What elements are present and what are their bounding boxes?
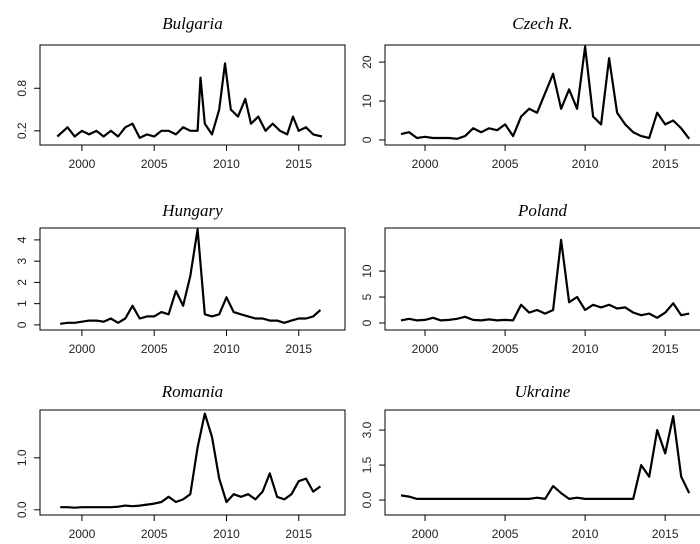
plot-box <box>39 409 346 516</box>
x-tick-label: 2010 <box>572 527 599 541</box>
y-tick-label: 3.0 <box>360 421 374 438</box>
plot-box <box>384 227 700 331</box>
y-tick-label: 0 <box>360 319 374 326</box>
y-tick-label: 10 <box>360 94 374 108</box>
data-line <box>60 412 322 509</box>
x-tick-label: 2015 <box>652 527 679 541</box>
plot-box <box>384 44 700 146</box>
y-tick-label: 2 <box>15 279 29 286</box>
data-line <box>56 62 323 139</box>
y-tick-label: 0.2 <box>15 122 29 139</box>
data-line <box>60 228 322 325</box>
x-tick-label: 2010 <box>213 527 240 541</box>
y-tick-label: 1 <box>15 300 29 307</box>
x-tick-label: 2010 <box>213 157 240 171</box>
data-line <box>400 415 691 500</box>
x-tick-label: 2005 <box>141 527 168 541</box>
y-tick-label: 0.8 <box>15 80 29 97</box>
x-tick-label: 2000 <box>412 157 439 171</box>
x-tick-label: 2005 <box>492 157 519 171</box>
y-tick-label: 0 <box>15 321 29 328</box>
panel-title: Hungary <box>161 201 223 220</box>
x-tick-label: 2015 <box>285 342 312 356</box>
y-tick-label: 3 <box>15 257 29 264</box>
panel-title: Romania <box>161 382 223 401</box>
plot-box <box>384 409 700 516</box>
y-tick-label: 4 <box>15 236 29 243</box>
x-tick-label: 2010 <box>213 342 240 356</box>
data-line <box>400 238 690 322</box>
x-tick-label: 2000 <box>69 527 96 541</box>
plot-box <box>39 44 346 146</box>
y-tick-label: 0.0 <box>15 501 29 518</box>
y-tick-label: 20 <box>360 55 374 69</box>
panel-title: Poland <box>517 201 568 220</box>
x-tick-label: 2010 <box>572 342 599 356</box>
x-tick-label: 2000 <box>412 342 439 356</box>
x-tick-label: 2000 <box>69 342 96 356</box>
x-tick-label: 2015 <box>652 157 679 171</box>
y-tick-label: 10 <box>360 264 374 278</box>
data-line <box>400 45 691 140</box>
x-tick-label: 2015 <box>652 342 679 356</box>
y-tick-label: 1.5 <box>360 456 374 473</box>
x-tick-label: 2015 <box>285 527 312 541</box>
x-tick-label: 2010 <box>572 157 599 171</box>
x-tick-label: 2000 <box>69 157 96 171</box>
y-tick-label: 0.0 <box>360 491 374 508</box>
plot-box <box>39 227 346 331</box>
panel-title: Bulgaria <box>162 14 222 33</box>
x-tick-label: 2005 <box>141 342 168 356</box>
panel-title: Ukraine <box>515 382 571 401</box>
x-tick-label: 2005 <box>492 527 519 541</box>
panel-title: Czech R. <box>512 14 572 33</box>
x-tick-label: 2000 <box>412 527 439 541</box>
y-tick-label: 1.0 <box>15 449 29 466</box>
x-tick-label: 2015 <box>285 157 312 171</box>
x-tick-label: 2005 <box>492 342 519 356</box>
y-tick-label: 5 <box>360 293 374 300</box>
y-tick-label: 0 <box>360 136 374 143</box>
x-tick-label: 2005 <box>141 157 168 171</box>
